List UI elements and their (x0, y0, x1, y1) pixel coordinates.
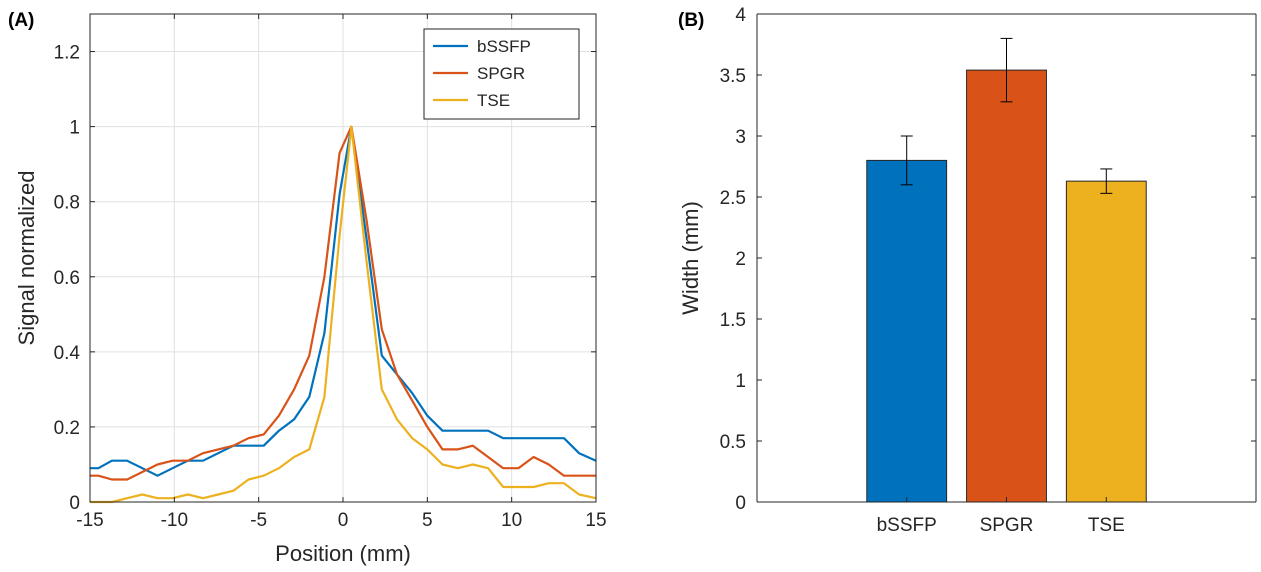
x-tick-label: -15 (76, 510, 103, 531)
bars-b (866, 37, 1147, 503)
x-tick-label: 0 (338, 510, 349, 531)
x-tick-label: -5 (250, 510, 267, 531)
x-tick-label: bSSFP (877, 515, 937, 536)
legend-label: SPGR (477, 64, 525, 83)
y-tick-label: 0 (735, 493, 746, 514)
y-axis-title-b: Width (mm) (678, 201, 703, 315)
y-tick-label: 0 (69, 493, 80, 514)
y-tick-label: 2.5 (720, 188, 746, 209)
x-tick-label: -10 (161, 510, 188, 531)
bar-spgr (966, 69, 1047, 503)
line-chart-panel-a: (A) -15 -10 -5 0 5 10 15 0 0.2 0.4 0.6 0.8 1 1.2 bSSF… (8, 10, 607, 566)
legend-label: bSSFP (477, 37, 531, 56)
y-tick-label: 1 (69, 118, 80, 139)
y-tick-label: 3 (735, 127, 746, 148)
legend-label: TSE (477, 91, 510, 110)
bar-tse (1065, 180, 1147, 503)
y-tick-label: 0.8 (54, 193, 80, 214)
bar-bssfp (866, 159, 948, 503)
y-tick-label: 1.5 (720, 310, 746, 331)
series-line-spgr (90, 125, 596, 481)
series-line-tse (90, 125, 597, 504)
legend-a: bSSFP SPGR TSE (423, 28, 580, 120)
series-line-bssfp (90, 125, 597, 477)
x-axis-title-a: Position (mm) (275, 541, 411, 566)
y-tick-label: 1 (735, 371, 746, 392)
ticks-a: -15 -10 -5 0 5 10 15 0 0.2 0.4 0.6 0.8 1 1.2 (54, 14, 607, 531)
x-tick-label: 10 (501, 510, 522, 531)
panel-a-label: (A) (8, 10, 34, 31)
panel-b-label: (B) (678, 10, 704, 31)
series-lines-a (90, 125, 597, 504)
ticks-b: 0 0.5 1 1.5 2 2.5 3 3.5 4 bSSFP SPGR TSE (720, 5, 1256, 536)
y-tick-label: 3.5 (720, 66, 746, 87)
bar-chart-panel-b: (B) 0 0.5 1 1.5 2 2.5 3 3.5 4 bSSFP SPGR TSE Width … (678, 5, 1257, 536)
y-tick-label: 4 (735, 5, 746, 26)
x-tick-label: 15 (585, 510, 606, 531)
x-tick-label: TSE (1088, 515, 1125, 536)
y-tick-label: 1.2 (54, 43, 80, 64)
y-tick-label: 0.5 (720, 432, 746, 453)
x-tick-label: 5 (422, 510, 433, 531)
y-tick-label: 0.2 (54, 418, 80, 439)
y-tick-label: 0.6 (54, 268, 80, 289)
y-axis-title-a: Signal normalized (14, 171, 39, 346)
y-tick-label: 0.4 (54, 343, 81, 364)
x-tick-label: SPGR (980, 515, 1034, 536)
y-tick-label: 2 (735, 249, 746, 270)
